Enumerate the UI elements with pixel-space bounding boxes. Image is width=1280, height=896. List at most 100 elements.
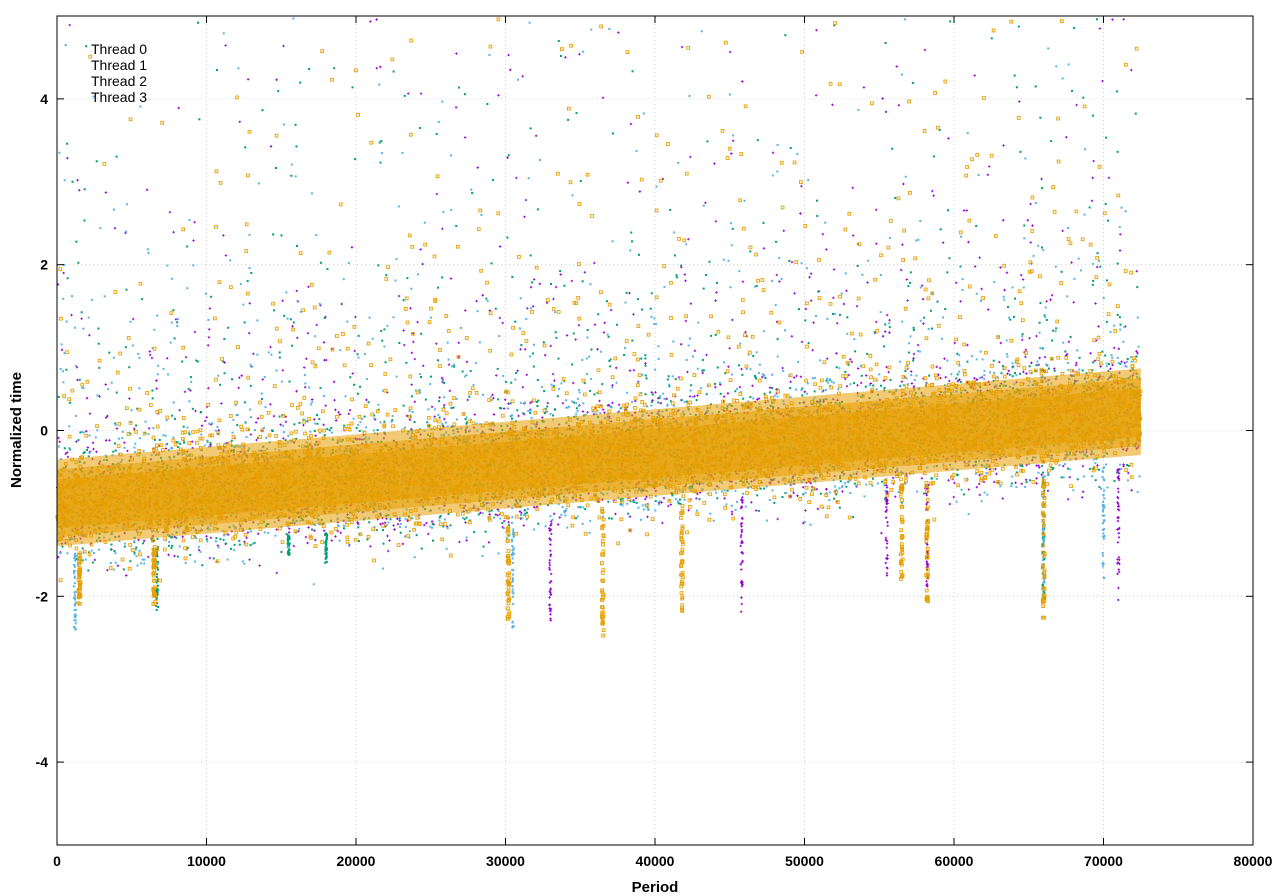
data-point-thread-0: [812, 321, 815, 324]
data-point-thread-1: [708, 260, 711, 263]
data-point-thread-1: [705, 273, 708, 276]
data-point-thread-0: [1075, 103, 1078, 107]
data-point-thread-0: [740, 568, 743, 571]
data-point-thread-0: [1117, 477, 1121, 480]
data-point-thread-1: [755, 377, 758, 380]
data-point-thread-1: [391, 419, 394, 422]
data-point-thread-0: [282, 437, 285, 440]
data-point-thread-0: [553, 379, 556, 382]
data-point-thread-0: [447, 363, 451, 366]
data-point-thread-0: [1046, 489, 1050, 493]
data-point-thread-1: [621, 497, 624, 500]
data-point-thread-1: [807, 342, 810, 345]
data-point-thread-0: [886, 502, 889, 505]
data-point-thread-0: [465, 539, 468, 542]
data-point-thread-0: [548, 537, 551, 540]
data-point-thread-0: [549, 554, 552, 558]
data-point-thread-0: [1116, 519, 1120, 523]
data-point-thread-1: [1051, 468, 1054, 471]
data-point-thread-1: [430, 375, 433, 378]
data-point-thread-1: [1055, 327, 1058, 330]
data-point-thread-1: [536, 405, 539, 408]
data-point-thread-1: [402, 404, 405, 407]
data-point-thread-1: [679, 502, 682, 505]
data-point-thread-0: [549, 617, 552, 620]
data-point-thread-0: [722, 395, 726, 398]
data-point-thread-1: [881, 480, 884, 483]
data-point-thread-0: [577, 323, 581, 327]
data-point-thread-1: [1069, 335, 1072, 338]
data-point-thread-1: [356, 353, 359, 356]
data-point-thread-0: [1021, 278, 1025, 281]
data-point-thread-0: [106, 414, 109, 418]
data-point-thread-0: [552, 297, 555, 301]
data-point-thread-1: [385, 274, 388, 277]
data-point-thread-0: [476, 166, 480, 169]
data-point-thread-1: [437, 286, 440, 289]
data-point-thread-0: [916, 343, 920, 347]
data-point-thread-0: [740, 596, 743, 599]
data-point-thread-1: [615, 323, 618, 326]
data-point-thread-1: [719, 392, 722, 395]
data-point-thread-1: [377, 264, 380, 267]
data-point-thread-0: [443, 417, 446, 421]
data-point-thread-0: [104, 191, 108, 194]
data-point-thread-0: [208, 556, 212, 560]
data-point-thread-0: [626, 181, 630, 184]
data-point-thread-0: [408, 418, 412, 422]
data-point-thread-0: [549, 609, 552, 612]
data-point-thread-1: [904, 370, 907, 373]
data-point-thread-0: [926, 501, 929, 504]
data-point-thread-0: [693, 349, 697, 353]
data-point-thread-0: [980, 287, 983, 291]
data-point-thread-0: [741, 583, 744, 586]
data-point-thread-0: [885, 574, 889, 577]
data-point-thread-1: [948, 257, 951, 260]
data-point-thread-0: [523, 348, 527, 351]
data-point-thread-0: [116, 564, 120, 567]
data-point-thread-1: [1118, 316, 1121, 319]
data-point-thread-1: [956, 473, 959, 476]
data-point-thread-0: [994, 467, 997, 471]
data-point-thread-1: [1006, 305, 1009, 308]
data-point-thread-1: [771, 386, 774, 389]
data-point-thread-0: [601, 408, 605, 411]
data-point-thread-0: [413, 400, 417, 404]
data-point-thread-1: [250, 271, 253, 274]
data-point-thread-1: [581, 280, 584, 283]
data-point-thread-1: [734, 390, 737, 393]
data-point-thread-0: [354, 315, 357, 319]
data-point-thread-1: [378, 141, 381, 144]
data-point-thread-0: [593, 261, 596, 265]
data-point-thread-1: [196, 360, 199, 363]
data-point-thread-0: [422, 364, 425, 367]
data-point-thread-1: [1088, 206, 1091, 209]
data-point-thread-1: [319, 387, 322, 390]
data-point-thread-1: [223, 372, 226, 375]
data-point-thread-0: [739, 610, 743, 613]
data-point-thread-0: [632, 313, 635, 316]
data-point-thread-1: [201, 564, 204, 567]
data-point-thread-0: [593, 323, 597, 326]
data-point-thread-1: [955, 377, 958, 380]
data-point-thread-0: [520, 511, 523, 515]
data-point-thread-1: [759, 487, 762, 490]
data-point-thread-1: [113, 550, 116, 553]
data-point-thread-0: [856, 384, 859, 387]
data-point-thread-1: [1035, 364, 1038, 367]
data-point-thread-0: [884, 110, 888, 114]
data-point-thread-1: [552, 414, 555, 417]
data-point-thread-0: [825, 487, 828, 491]
data-point-thread-1: [442, 424, 445, 427]
data-point-thread-1: [671, 494, 674, 497]
data-point-thread-0: [1116, 516, 1119, 519]
data-point-thread-0: [1018, 100, 1021, 103]
data-point-thread-1: [500, 407, 503, 410]
data-point-thread-0: [856, 367, 860, 370]
data-point-thread-0: [494, 513, 497, 516]
data-point-thread-1: [273, 309, 276, 312]
data-point-thread-1: [872, 384, 875, 387]
data-point-thread-1: [357, 334, 360, 337]
data-point-thread-0: [291, 325, 294, 328]
data-point-thread-0: [832, 296, 835, 300]
